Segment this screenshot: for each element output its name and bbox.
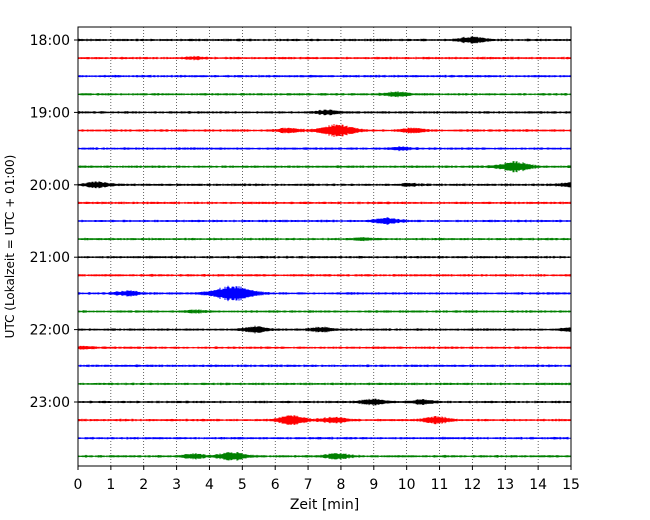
plot-frame <box>77 26 572 467</box>
trace-2315 <box>77 415 572 425</box>
y-tick-label: 23:00 <box>30 395 70 411</box>
trace-1830 <box>77 74 572 78</box>
trace-2245 <box>77 382 572 386</box>
trace-2100 <box>77 255 572 259</box>
x-axis-label: Zeit [min] <box>290 497 359 513</box>
trace-2030 <box>77 217 572 225</box>
trace-1915 <box>77 124 572 137</box>
trace-2230 <box>77 364 572 368</box>
x-tick-label: 1 <box>106 477 115 493</box>
x-tick-label: 12 <box>463 477 481 493</box>
trace-1845 <box>77 91 572 98</box>
x-tick-label: 9 <box>369 477 378 493</box>
x-tick-label: 14 <box>529 477 547 493</box>
trace-2015 <box>77 201 572 205</box>
y-tick-label: 20:00 <box>30 178 70 194</box>
x-tick-label: 13 <box>496 477 514 493</box>
y-axis-label: UTC (Lokalzeit = UTC + 01:00) <box>3 155 17 339</box>
x-axis-ticks: 0 1 2 3 4 5 6 7 8 9 10 11 12 13 14 15 <box>74 466 580 493</box>
trace-2200 <box>77 325 572 334</box>
x-tick-label: 15 <box>562 477 580 493</box>
x-tick-label: 10 <box>398 477 416 493</box>
trace-1930 <box>77 146 572 152</box>
vertical-grid <box>110 27 539 466</box>
y-axis-ticks: 18:00 19:00 20:00 21:00 22:00 23:00 <box>30 33 78 411</box>
seismic-traces <box>77 36 572 461</box>
trace-2215 <box>77 345 572 350</box>
x-tick-label: 8 <box>336 477 345 493</box>
y-tick-label: 22:00 <box>30 323 70 339</box>
x-tick-label: 6 <box>271 477 280 493</box>
trace-1800 <box>77 36 572 44</box>
x-tick-label: 4 <box>205 477 214 493</box>
trace-2045 <box>77 237 572 242</box>
y-tick-label: 21:00 <box>30 250 70 266</box>
y-tick-label: 18:00 <box>30 33 70 49</box>
trace-2300 <box>77 398 572 406</box>
x-tick-label: 0 <box>74 477 83 493</box>
y-tick-label: 19:00 <box>30 105 70 121</box>
x-tick-label: 5 <box>238 477 247 493</box>
trace-1945 <box>77 161 572 173</box>
x-tick-label: 7 <box>304 477 313 493</box>
x-tick-label: 3 <box>172 477 181 493</box>
trace-2000 <box>77 181 572 189</box>
trace-1815 <box>77 55 572 61</box>
trace-2345 <box>77 452 572 461</box>
trace-1900 <box>77 109 572 116</box>
x-tick-label: 11 <box>431 477 449 493</box>
trace-2130 <box>77 285 572 302</box>
trace-2330 <box>77 436 572 440</box>
trace-2145 <box>77 309 572 314</box>
x-tick-label: 2 <box>139 477 148 493</box>
trace-2115 <box>77 273 572 277</box>
